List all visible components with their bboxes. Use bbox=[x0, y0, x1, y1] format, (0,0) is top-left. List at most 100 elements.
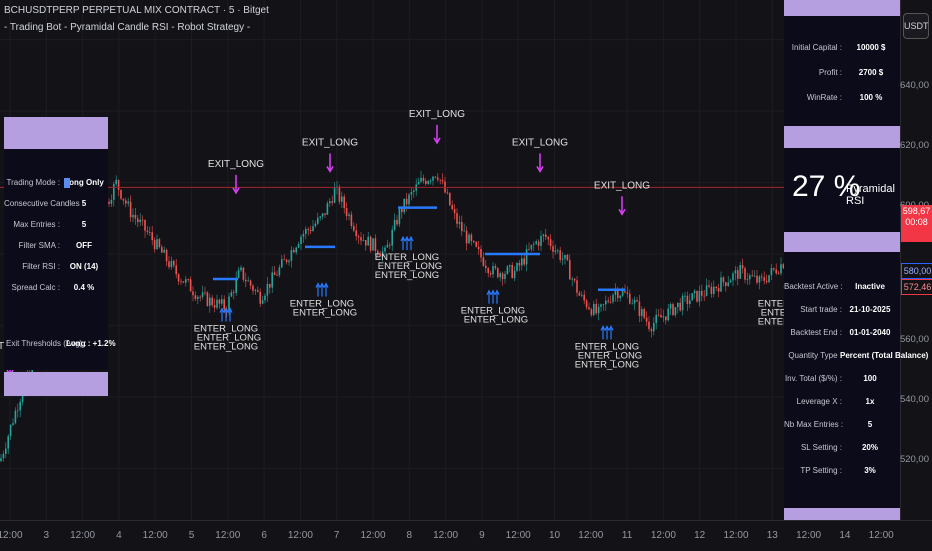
time-tick: 12:00 bbox=[142, 530, 168, 541]
candle-body bbox=[655, 314, 657, 324]
candle-body bbox=[564, 254, 566, 259]
exit-arrow-head bbox=[326, 166, 334, 173]
time-tick: 14 bbox=[839, 530, 851, 541]
candle-body bbox=[751, 275, 753, 277]
candle-body bbox=[614, 289, 617, 295]
candle-body bbox=[542, 234, 545, 237]
candle-body bbox=[137, 218, 139, 223]
candle-body bbox=[557, 250, 559, 252]
candle-body bbox=[617, 289, 619, 299]
candle-body bbox=[19, 401, 21, 411]
candle-body bbox=[2, 453, 5, 459]
enter-label: ENTER_LONG bbox=[461, 306, 525, 317]
candle-body bbox=[504, 273, 506, 279]
candle-body bbox=[545, 234, 547, 238]
candle-body bbox=[554, 250, 557, 252]
time-tick: 11 bbox=[621, 530, 633, 541]
candle-body bbox=[204, 292, 206, 294]
candle-body bbox=[113, 184, 115, 200]
candle-body bbox=[588, 307, 590, 310]
candle-body bbox=[465, 230, 468, 244]
candle-body bbox=[758, 276, 761, 283]
candle-body bbox=[487, 268, 489, 273]
candle-body bbox=[763, 277, 765, 281]
enter-arrow-head bbox=[600, 325, 606, 331]
candle-body bbox=[146, 230, 149, 233]
candle-body bbox=[410, 191, 413, 195]
panel-row-value: 1x bbox=[865, 397, 875, 406]
candle-body bbox=[667, 308, 669, 321]
candle-body bbox=[321, 213, 324, 217]
currency-button[interactable]: USDT bbox=[903, 13, 929, 39]
candle-body bbox=[355, 230, 357, 237]
time-tick: 7 bbox=[333, 530, 340, 541]
candle-body bbox=[230, 292, 233, 297]
candle-body bbox=[194, 295, 197, 299]
candle-body bbox=[317, 217, 319, 224]
time-tick: 12:00 bbox=[70, 530, 96, 541]
candle-body bbox=[374, 238, 377, 252]
panel-row-label: WinRate : bbox=[806, 93, 842, 102]
candle-body bbox=[645, 317, 648, 322]
candle-body bbox=[631, 303, 633, 305]
candle-body bbox=[566, 254, 569, 261]
candle-body bbox=[698, 290, 701, 302]
candle-body bbox=[535, 241, 537, 244]
candle-body bbox=[329, 201, 331, 204]
candle-body bbox=[739, 265, 741, 279]
candle-body bbox=[681, 295, 684, 311]
time-tick: 13 bbox=[766, 530, 778, 541]
candle-body bbox=[237, 270, 240, 278]
enter-arrow-head bbox=[223, 307, 229, 313]
candle-body bbox=[305, 228, 307, 234]
candle-body bbox=[468, 234, 470, 244]
enter-arrow-head bbox=[404, 235, 410, 242]
candle-body bbox=[353, 226, 355, 231]
candle-body bbox=[761, 276, 763, 278]
enter-arrow-head bbox=[486, 289, 492, 295]
panel-row-label: Quantity Type : bbox=[788, 351, 842, 360]
price-tick: 540,00 bbox=[899, 394, 929, 405]
candle-body bbox=[516, 262, 518, 271]
panel-row-value: 01-01-2040 bbox=[849, 328, 891, 337]
candle-body bbox=[710, 286, 713, 294]
candle-body bbox=[674, 307, 677, 316]
price-chart[interactable]: EXIT_LONG EXIT_LONG EXIT_LONG EXIT_LONG EXIT… bbox=[0, 0, 900, 520]
time-axis[interactable]: 12:00 3 12:00 4 12:00 5 12:00 6 12:00 7 12:00 8 12:0… bbox=[0, 520, 932, 551]
exit-label: EXIT_LONG bbox=[512, 137, 568, 148]
candle-body bbox=[737, 270, 739, 279]
candle-body bbox=[585, 300, 588, 308]
candle-body bbox=[333, 187, 336, 203]
candle-body bbox=[247, 280, 249, 282]
price-tick: 620,00 bbox=[899, 140, 929, 151]
candle-body bbox=[5, 448, 7, 454]
candle-body bbox=[729, 280, 732, 283]
candle-body bbox=[192, 291, 194, 296]
panel-row-label: Leverage X : bbox=[796, 397, 842, 406]
price-axis[interactable]: 640,00 620,00 600,00 560,00 540,00 520,0… bbox=[900, 0, 932, 520]
candle-body bbox=[314, 223, 317, 227]
candle-body bbox=[14, 410, 17, 424]
current-price-tag: 598,67 00:08 bbox=[901, 205, 932, 242]
enter-label: ENTER_LONG bbox=[375, 270, 439, 281]
candle-body bbox=[619, 295, 621, 299]
enter-arrow-head bbox=[227, 307, 233, 313]
panel-row-value: 100 bbox=[863, 374, 877, 383]
candle-body bbox=[521, 258, 523, 266]
candle-body bbox=[691, 293, 693, 301]
candle-body bbox=[117, 179, 120, 190]
panel-row-value: ON (14) bbox=[69, 262, 99, 271]
candle-body bbox=[677, 302, 679, 308]
candle-body bbox=[547, 237, 549, 240]
candle-body bbox=[384, 247, 386, 252]
candle-body bbox=[348, 214, 350, 216]
candle-body bbox=[715, 286, 717, 288]
candle-body bbox=[110, 199, 113, 204]
candle-body bbox=[413, 190, 415, 192]
candle-body bbox=[744, 268, 746, 280]
candle-body bbox=[732, 273, 734, 281]
candle-body bbox=[506, 266, 509, 274]
candle-body bbox=[441, 179, 444, 182]
candle-body bbox=[398, 208, 401, 225]
candle-body bbox=[513, 270, 516, 279]
